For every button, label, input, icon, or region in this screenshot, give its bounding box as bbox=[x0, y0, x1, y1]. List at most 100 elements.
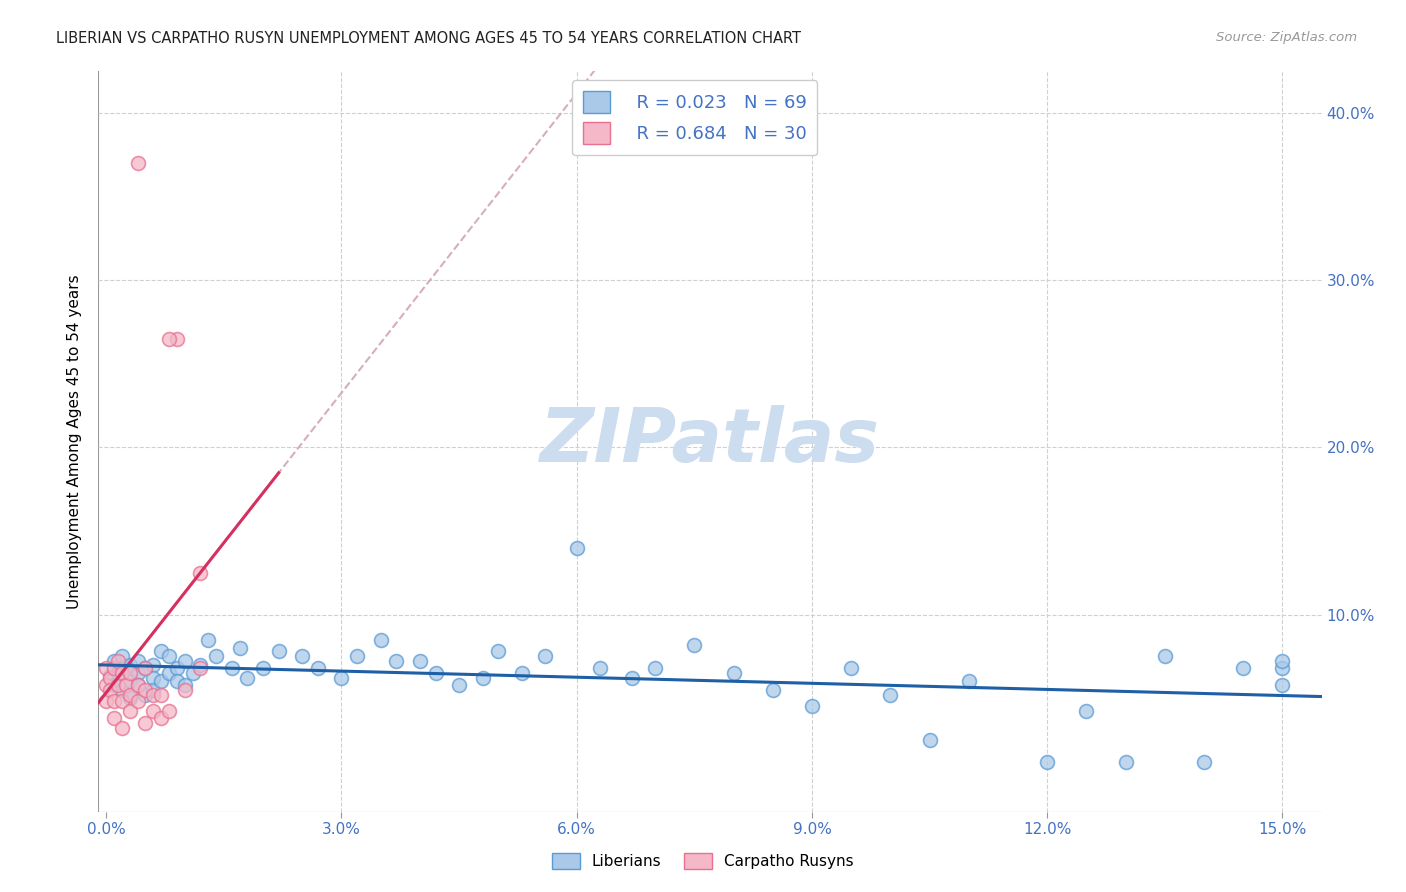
Point bbox=[510, 665, 533, 680]
Point bbox=[1271, 661, 1294, 675]
Point bbox=[1076, 705, 1098, 719]
Point bbox=[157, 665, 180, 680]
Point bbox=[173, 678, 195, 692]
Point bbox=[107, 665, 129, 680]
Point bbox=[188, 661, 212, 675]
Point bbox=[134, 661, 156, 675]
Point bbox=[188, 657, 212, 672]
Point bbox=[150, 711, 173, 725]
Point bbox=[346, 649, 368, 664]
Point bbox=[150, 674, 173, 689]
Point bbox=[103, 694, 125, 708]
Point bbox=[486, 644, 509, 658]
Legend: Liberians, Carpatho Rusyns: Liberians, Carpatho Rusyns bbox=[546, 847, 860, 875]
Point bbox=[762, 682, 785, 697]
Text: LIBERIAN VS CARPATHO RUSYN UNEMPLOYMENT AMONG AGES 45 TO 54 YEARS CORRELATION CH: LIBERIAN VS CARPATHO RUSYN UNEMPLOYMENT … bbox=[56, 31, 801, 46]
Point bbox=[127, 654, 149, 668]
Point bbox=[96, 694, 118, 708]
Point bbox=[127, 665, 149, 680]
Point bbox=[801, 699, 824, 714]
Point bbox=[127, 678, 149, 692]
Point bbox=[644, 661, 666, 675]
Point bbox=[589, 661, 612, 675]
Point bbox=[181, 665, 204, 680]
Point bbox=[111, 694, 134, 708]
Text: Source: ZipAtlas.com: Source: ZipAtlas.com bbox=[1216, 31, 1357, 45]
Point bbox=[111, 661, 134, 675]
Point bbox=[425, 665, 447, 680]
Point bbox=[879, 688, 901, 702]
Point bbox=[103, 678, 125, 692]
Point bbox=[142, 682, 165, 697]
Point bbox=[1115, 755, 1137, 769]
Legend:   R = 0.023   N = 69,   R = 0.684   N = 30: R = 0.023 N = 69, R = 0.684 N = 30 bbox=[572, 80, 817, 155]
Point bbox=[127, 694, 149, 708]
Point bbox=[1232, 661, 1254, 675]
Point bbox=[103, 661, 125, 675]
Point bbox=[236, 671, 259, 685]
Point bbox=[150, 644, 173, 658]
Y-axis label: Unemployment Among Ages 45 to 54 years: Unemployment Among Ages 45 to 54 years bbox=[67, 274, 83, 609]
Point bbox=[111, 721, 134, 735]
Point bbox=[565, 541, 588, 555]
Point bbox=[103, 654, 125, 668]
Point bbox=[96, 661, 118, 675]
Point bbox=[142, 705, 165, 719]
Point bbox=[723, 665, 745, 680]
Point bbox=[471, 671, 494, 685]
Point bbox=[409, 654, 432, 668]
Point bbox=[157, 332, 180, 346]
Point bbox=[534, 649, 557, 664]
Point bbox=[157, 649, 180, 664]
Point bbox=[118, 705, 141, 719]
Point bbox=[1271, 678, 1294, 692]
Point bbox=[307, 661, 329, 675]
Text: ZIPatlas: ZIPatlas bbox=[540, 405, 880, 478]
Point bbox=[1036, 755, 1059, 769]
Point bbox=[118, 674, 141, 689]
Point bbox=[111, 665, 134, 680]
Point bbox=[107, 654, 129, 668]
Point bbox=[166, 674, 188, 689]
Point bbox=[449, 678, 471, 692]
Point bbox=[291, 649, 314, 664]
Point bbox=[1192, 755, 1215, 769]
Point bbox=[252, 661, 274, 675]
Point bbox=[118, 691, 141, 706]
Point bbox=[134, 688, 156, 702]
Point bbox=[96, 678, 118, 692]
Point bbox=[221, 661, 243, 675]
Point bbox=[150, 688, 173, 702]
Point bbox=[98, 669, 121, 683]
Point bbox=[127, 678, 149, 692]
Point bbox=[370, 632, 392, 647]
Point bbox=[1271, 654, 1294, 668]
Point bbox=[127, 156, 149, 170]
Point bbox=[98, 671, 121, 685]
Point bbox=[103, 711, 125, 725]
Point bbox=[918, 732, 941, 747]
Point bbox=[1153, 649, 1175, 664]
Point bbox=[118, 688, 141, 702]
Point bbox=[115, 678, 138, 692]
Point bbox=[111, 682, 134, 697]
Point bbox=[173, 682, 195, 697]
Point bbox=[134, 716, 156, 731]
Point bbox=[683, 638, 706, 652]
Point bbox=[330, 671, 353, 685]
Point bbox=[228, 640, 250, 655]
Point bbox=[142, 657, 165, 672]
Point bbox=[134, 682, 156, 697]
Point bbox=[166, 661, 188, 675]
Point bbox=[839, 661, 862, 675]
Point bbox=[118, 665, 141, 680]
Point bbox=[142, 688, 165, 702]
Point bbox=[188, 566, 212, 580]
Point bbox=[205, 649, 228, 664]
Point bbox=[957, 674, 980, 689]
Point bbox=[385, 654, 408, 668]
Point bbox=[111, 649, 134, 664]
Point bbox=[134, 661, 156, 675]
Point bbox=[166, 332, 188, 346]
Point bbox=[157, 705, 180, 719]
